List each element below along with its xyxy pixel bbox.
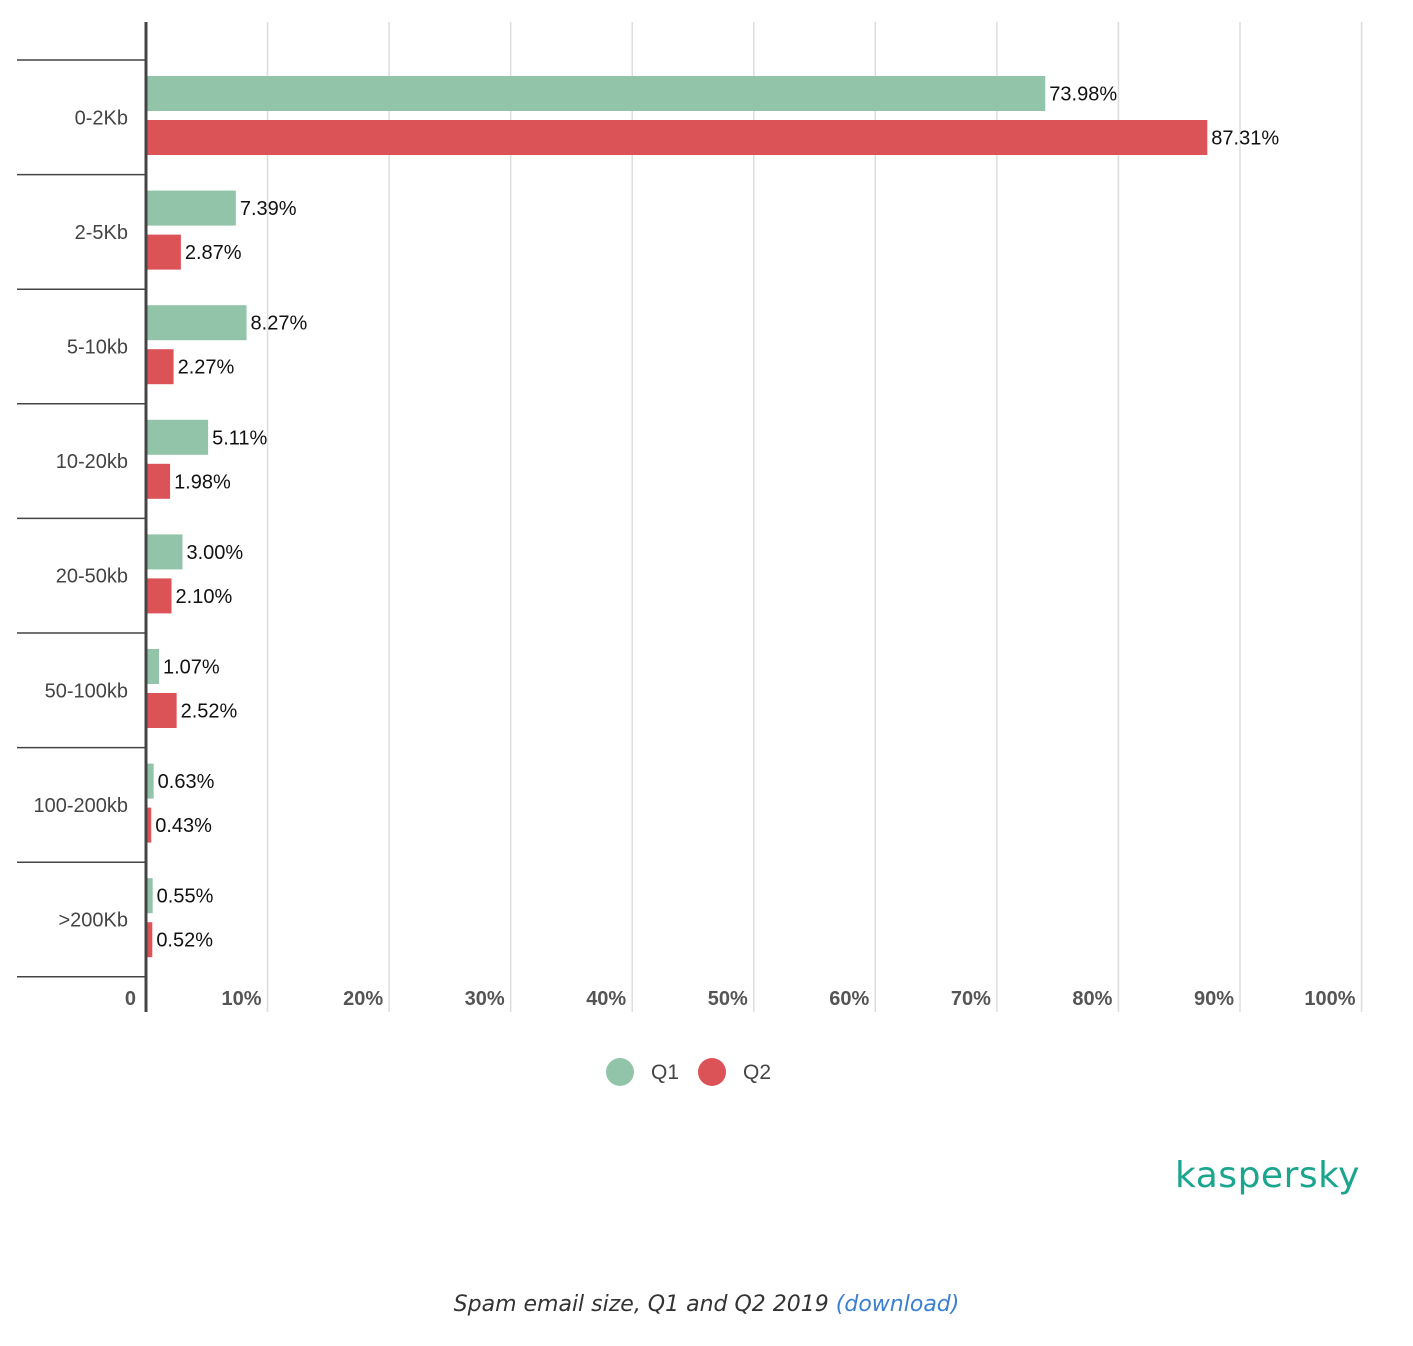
data-label: 73.98% (1049, 84, 1117, 106)
x-tick-label: 60% (829, 988, 869, 1010)
data-label: 0.55% (157, 886, 214, 908)
bar-q2 (146, 922, 153, 958)
bar-chart: 0-2Kb 73.98% 87.31% 2-5Kb 7.39% 2.87% 5-10kb 8.… (17, 22, 1363, 1086)
x-tick-label: 0 (125, 988, 136, 1010)
bar-q1 (146, 76, 1046, 111)
data-label: 2.87% (185, 242, 242, 264)
category-label: 0-2Kb (75, 107, 128, 129)
bar-q1 (146, 763, 154, 799)
data-label: 8.27% (251, 313, 308, 335)
bar-q2 (146, 463, 171, 499)
x-tick-label: 100% (1304, 988, 1355, 1010)
x-tick-label: 70% (951, 988, 991, 1010)
data-label: 1.07% (163, 657, 220, 679)
data-label: 3.00% (186, 542, 243, 564)
legend-marker-q1 (606, 1058, 634, 1086)
x-tick-label: 20% (343, 988, 383, 1010)
legend-marker-q2 (698, 1058, 726, 1086)
category-label: 50-100kb (45, 680, 128, 702)
data-label: 87.31% (1211, 128, 1279, 150)
data-label: 7.39% (240, 198, 297, 220)
download-link[interactable]: (download) (835, 1292, 960, 1317)
data-label: 1.98% (174, 471, 231, 493)
bar-q1 (146, 190, 236, 226)
bar-q2 (146, 349, 174, 385)
legend-label: Q2 (743, 1061, 771, 1084)
category-label: 10-20kb (56, 451, 128, 473)
bar-q1 (146, 649, 160, 684)
bar-q1 (146, 305, 247, 341)
x-tick-label: 90% (1194, 988, 1234, 1010)
data-label: 2.52% (181, 701, 238, 723)
legend-label: Q1 (651, 1061, 679, 1084)
caption-text: Spam email size, Q1 and Q2 2019 (453, 1292, 829, 1317)
bar-q1 (146, 878, 153, 914)
bar-q2 (146, 693, 177, 728)
category-label: >200Kb (58, 910, 128, 932)
x-tick-label: 50% (708, 988, 748, 1010)
data-label: 2.27% (178, 357, 235, 379)
data-label: 0.43% (155, 815, 212, 837)
category-label: 5-10kb (67, 337, 128, 359)
bar-q2 (146, 578, 172, 614)
bar-q2 (146, 120, 1208, 155)
data-label: 0.52% (156, 930, 213, 952)
x-tick-label: 80% (1072, 988, 1112, 1010)
bar-q2 (146, 807, 152, 843)
x-tick-label: 40% (586, 988, 626, 1010)
chart-caption: Spam email size, Q1 and Q2 2019 (downloa… (0, 1292, 1413, 1317)
x-tick-label: 10% (222, 988, 262, 1010)
kaspersky-logo: kaspersky (1175, 1155, 1360, 1196)
data-label: 5.11% (212, 427, 267, 449)
category-label: 100-200kb (33, 795, 128, 817)
bar-q1 (146, 419, 209, 455)
bar-q1 (146, 534, 183, 570)
data-label: 0.63% (158, 771, 215, 793)
data-label: 2.10% (176, 586, 233, 608)
category-label: 20-50kb (56, 566, 128, 588)
category-label: 2-5Kb (75, 222, 128, 244)
x-tick-label: 30% (465, 988, 505, 1010)
bar-q2 (146, 234, 181, 270)
